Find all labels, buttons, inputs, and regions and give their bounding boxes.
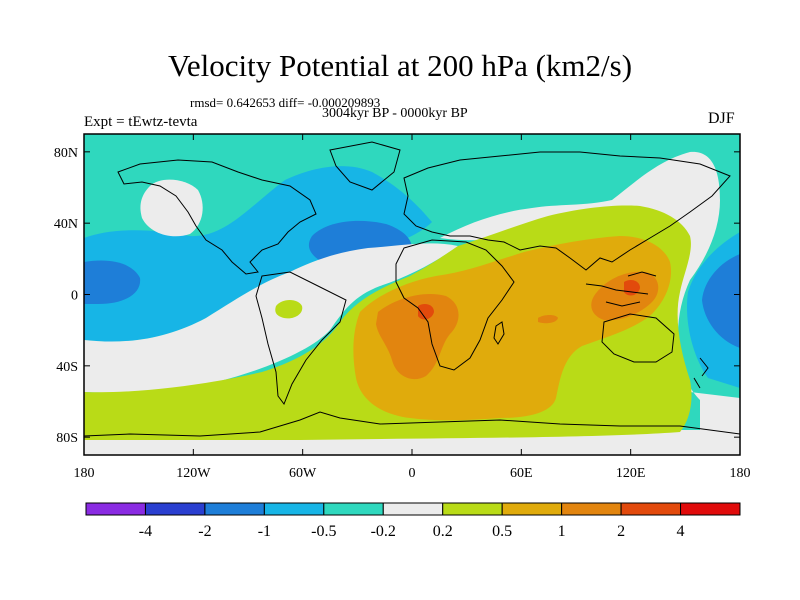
y-tick-label: 0 bbox=[71, 289, 78, 304]
colorbar-swatch bbox=[144, 502, 206, 516]
colorbar-swatch bbox=[204, 502, 265, 516]
x-tick-label: 0 bbox=[409, 466, 416, 481]
x-tick-label: 120W bbox=[176, 466, 211, 481]
africa-coastline bbox=[395, 239, 515, 371]
period-label: 3004kyr BP - 0000kyr BP bbox=[322, 106, 468, 121]
y-tick-label: 40N bbox=[54, 217, 78, 232]
map-axes: 180 120W 60W 0 60E 120E 180 80N 40N 0 40S 80S bbox=[54, 134, 751, 481]
field-orange-main bbox=[353, 236, 672, 421]
field-darkorange-indonesia bbox=[591, 271, 659, 321]
field-darkorange-africa bbox=[376, 293, 459, 380]
eurasia-coastline bbox=[403, 151, 731, 271]
australia-coastline bbox=[601, 313, 675, 363]
colorbar-label: 4 bbox=[677, 523, 685, 540]
colorbar-label: -0.2 bbox=[371, 523, 396, 540]
south-america-coastline bbox=[255, 271, 347, 406]
colorbar-label: -1 bbox=[258, 523, 271, 540]
colorbar-label: -2 bbox=[198, 523, 211, 540]
colorbar-swatch bbox=[620, 502, 682, 516]
colorbar-swatch bbox=[382, 502, 444, 516]
colorbar-label: -4 bbox=[139, 523, 152, 540]
coastlines bbox=[84, 141, 740, 437]
colorbar-swatch bbox=[85, 502, 146, 516]
field-blue-eastpacific bbox=[84, 260, 141, 304]
map-title: Velocity Potential at 200 hPa (km2/s) bbox=[167, 48, 633, 83]
colorbar-label: 0.5 bbox=[492, 523, 512, 540]
colorbar-label: 1 bbox=[558, 523, 566, 540]
rmsd-diff-stats: rmsd= 0.642653 diff= -0.000209893 bbox=[190, 95, 381, 110]
x-tick-label: 180 bbox=[74, 466, 95, 481]
colorbar-swatch bbox=[501, 502, 563, 516]
colorbar-swatch bbox=[263, 502, 325, 516]
madagascar-coastline bbox=[493, 321, 505, 345]
greenland-coastline bbox=[329, 141, 401, 191]
field-yellowgreen-brazil bbox=[275, 300, 303, 319]
y-tick-label: 80S bbox=[56, 431, 78, 446]
colorbar-label: 0.2 bbox=[433, 523, 453, 540]
colorbar-swatch bbox=[442, 502, 503, 516]
antarctica-coastline bbox=[84, 411, 740, 437]
x-tick-label: 60W bbox=[289, 466, 317, 481]
colorbar-swatch bbox=[561, 502, 622, 516]
north-america-coastline bbox=[117, 159, 317, 275]
colorbar-label: -0.5 bbox=[311, 523, 336, 540]
velocity-potential-field bbox=[84, 134, 740, 455]
y-tick-label: 40S bbox=[56, 360, 78, 375]
y-tick-label: 80N bbox=[54, 146, 78, 161]
x-tick-label: 120E bbox=[616, 466, 646, 481]
field-blue-westpacific bbox=[702, 254, 740, 348]
field-neutral-northeast-pacific bbox=[140, 179, 203, 237]
colorbar: -4 -2 -1 -0.5 -0.2 0.2 0.5 1 2 4 bbox=[85, 502, 741, 540]
indonesia-coastline bbox=[585, 271, 657, 307]
colorbar-swatch bbox=[323, 502, 384, 516]
field-neutral-south-america bbox=[84, 243, 458, 393]
newzealand-coastline bbox=[693, 357, 709, 389]
field-darkorange-indianocean bbox=[538, 315, 558, 324]
colorbar-swatch bbox=[680, 502, 741, 516]
x-tick-label: 180 bbox=[730, 466, 751, 481]
season-label: DJF bbox=[708, 110, 735, 127]
colorbar-label: 2 bbox=[617, 523, 625, 540]
experiment-label: Expt = tEwtz-tevta bbox=[84, 114, 198, 130]
x-tick-label: 60E bbox=[510, 466, 533, 481]
field-redorange-congo bbox=[418, 304, 434, 320]
